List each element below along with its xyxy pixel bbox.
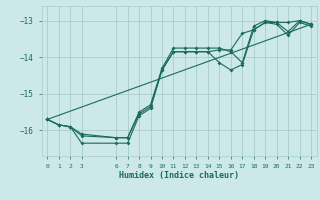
X-axis label: Humidex (Indice chaleur): Humidex (Indice chaleur): [119, 171, 239, 180]
